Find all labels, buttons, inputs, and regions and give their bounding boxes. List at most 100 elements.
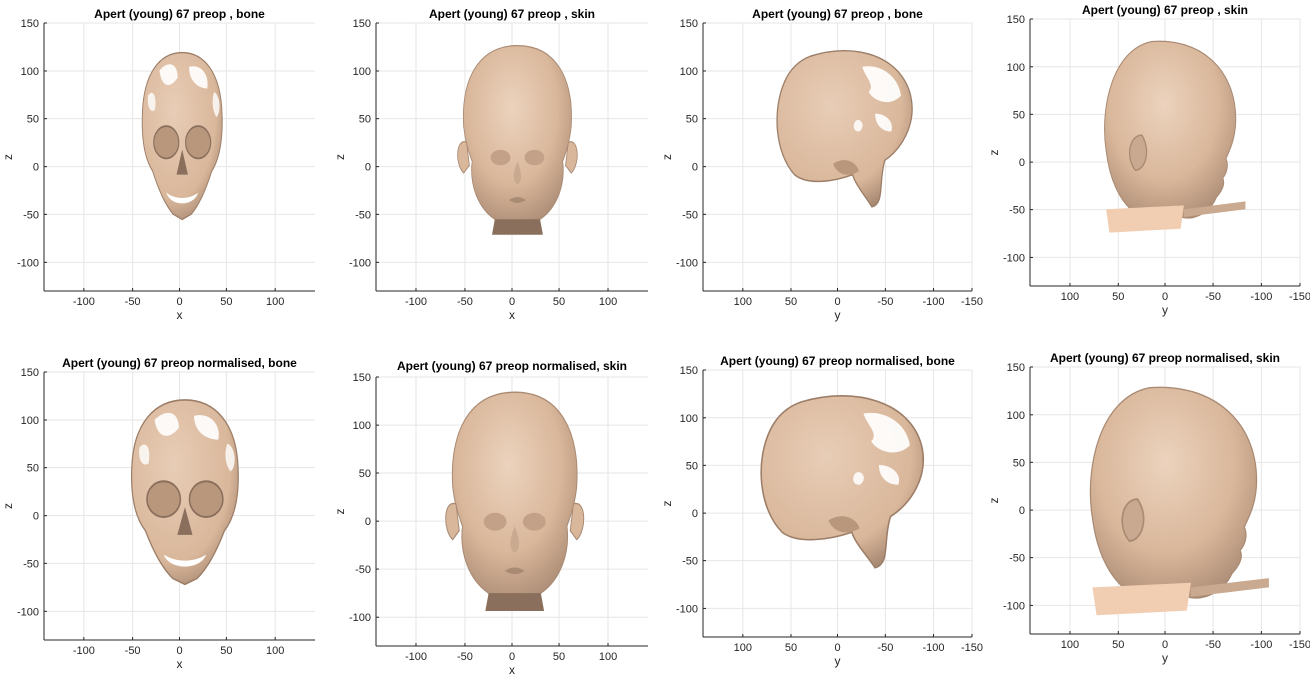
specimen-render <box>130 399 239 586</box>
x-tick-label: 50 <box>785 642 797 654</box>
y-axis-label: z <box>333 154 347 160</box>
y-tick-label: 50 <box>359 468 371 480</box>
specimen-render <box>141 51 223 221</box>
x-tick-label: 50 <box>785 296 797 308</box>
x-tick-label: -100 <box>405 296 427 308</box>
y-tick-label: -100 <box>676 257 698 269</box>
base-block <box>491 219 543 235</box>
axes-panel-2: -100 -50 0 50 100 150 100 50 0 -50 -100 x z Apert (yo… <box>333 7 648 322</box>
panel-title: Apert (young) 67 preop normalised, skin <box>397 359 627 373</box>
panel-title: Apert (young) 67 preop normalised, bone <box>62 356 297 370</box>
y-tick-label: -50 <box>355 209 371 221</box>
y-tick-label: 0 <box>1019 505 1025 517</box>
y-tick-label: -50 <box>1009 553 1025 565</box>
x-axis-label: y <box>835 654 841 668</box>
x-tick-label: -100 <box>1250 291 1272 303</box>
y-tick-label: 100 <box>680 66 698 78</box>
y-axis-label: z <box>987 498 1001 504</box>
axes-panel-3: 100 50 0 -50 -100 -150 150 100 50 0 -50 -100 y z Apert… <box>660 7 983 322</box>
x-tick-label: -150 <box>961 296 983 308</box>
skull-shape <box>776 49 913 208</box>
x-tick-label: 100 <box>599 296 617 308</box>
axes-panel-5: -100 -50 0 50 100 150 100 50 0 -50 -100 x z Apert (yo… <box>1 356 315 671</box>
x-tick-label: 0 <box>834 296 840 308</box>
y-tick-label: -50 <box>682 556 698 568</box>
x-tick-label: 0 <box>834 642 840 654</box>
x-tick-label: 50 <box>553 296 565 308</box>
y-tick-label: 0 <box>365 516 371 528</box>
head-shape <box>1089 386 1258 603</box>
x-tick-label: 0 <box>176 645 182 657</box>
x-tick-label: 50 <box>1112 291 1124 303</box>
x-tick-label: 0 <box>176 296 182 308</box>
y-tick-label: 100 <box>21 66 39 78</box>
x-tick-label: 100 <box>1061 291 1079 303</box>
y-tick-label: -50 <box>355 564 371 576</box>
y-tick-label: -50 <box>1009 205 1025 217</box>
panel-title: Apert (young) 67 preop , bone <box>752 7 923 21</box>
specimen-render <box>457 45 578 235</box>
x-axis-label: x <box>509 308 515 322</box>
y-tick-label: 150 <box>1007 362 1025 374</box>
x-tick-label: -100 <box>73 645 95 657</box>
x-axis-label: x <box>509 663 515 676</box>
y-tick-label: -100 <box>17 257 39 269</box>
x-tick-label: -150 <box>961 642 983 654</box>
y-tick-label: 100 <box>680 413 698 425</box>
y-axis-label: z <box>333 509 347 515</box>
y-tick-label: 50 <box>27 114 39 126</box>
y-tick-label: -100 <box>1003 600 1025 612</box>
y-tick-label: 150 <box>21 18 39 30</box>
y-tick-label: 150 <box>1007 14 1025 26</box>
x-tick-label: -50 <box>125 645 141 657</box>
y-axis-label: z <box>987 150 1001 156</box>
x-axis-label: x <box>177 308 183 322</box>
y-tick-label: 50 <box>359 114 371 126</box>
x-tick-label: -100 <box>923 296 945 308</box>
y-tick-label: -50 <box>682 209 698 221</box>
x-tick-label: 100 <box>266 645 284 657</box>
x-axis-label: y <box>835 308 841 322</box>
x-tick-label: -50 <box>125 296 141 308</box>
y-tick-label: 0 <box>692 162 698 174</box>
panel-title: Apert (young) 67 preop normalised, skin <box>1050 351 1280 365</box>
x-tick-label: 50 <box>553 651 565 663</box>
y-tick-label: -50 <box>23 209 39 221</box>
panel-title: Apert (young) 67 preop , skin <box>1082 3 1248 17</box>
y-tick-label: -100 <box>17 606 39 618</box>
x-tick-label: 0 <box>509 651 515 663</box>
y-tick-label: -100 <box>349 257 371 269</box>
skull-shape <box>760 395 924 569</box>
y-tick-label: -100 <box>676 603 698 615</box>
y-tick-label: -50 <box>23 558 39 570</box>
y-tick-label: 50 <box>1013 457 1025 469</box>
ear <box>1129 134 1148 172</box>
x-tick-label: 50 <box>220 645 232 657</box>
axes-panel-7: 100 50 0 -50 -100 -150 150 100 50 0 -50 -100 y z Apert… <box>660 354 983 668</box>
x-axis-label: x <box>177 657 183 671</box>
specimen-render <box>1089 386 1269 616</box>
specimen-render <box>445 391 585 612</box>
y-tick-label: 100 <box>353 66 371 78</box>
base-block <box>485 593 545 612</box>
y-axis-label: z <box>1 503 15 509</box>
x-axis-label: y <box>1162 303 1168 317</box>
y-tick-label: 150 <box>680 365 698 377</box>
x-tick-label: 100 <box>734 642 752 654</box>
x-tick-label: -100 <box>73 296 95 308</box>
x-tick-label: -100 <box>923 642 945 654</box>
y-tick-label: 50 <box>1013 109 1025 121</box>
y-tick-label: 0 <box>365 162 371 174</box>
x-tick-label: -150 <box>1289 291 1310 303</box>
y-tick-label: 100 <box>1007 62 1025 74</box>
y-tick-label: 50 <box>686 114 698 126</box>
y-tick-label: 50 <box>27 463 39 475</box>
y-tick-label: 150 <box>680 18 698 30</box>
panel-title: Apert (young) 67 preop , bone <box>94 7 265 21</box>
x-tick-label: 100 <box>266 296 284 308</box>
y-tick-label: 0 <box>692 508 698 520</box>
axes-panel-6: -100 -50 0 50 100 150 100 50 0 -50 -100 x z Apert (yo… <box>333 359 648 676</box>
x-tick-label: -50 <box>877 642 893 654</box>
specimen-render <box>760 395 924 569</box>
